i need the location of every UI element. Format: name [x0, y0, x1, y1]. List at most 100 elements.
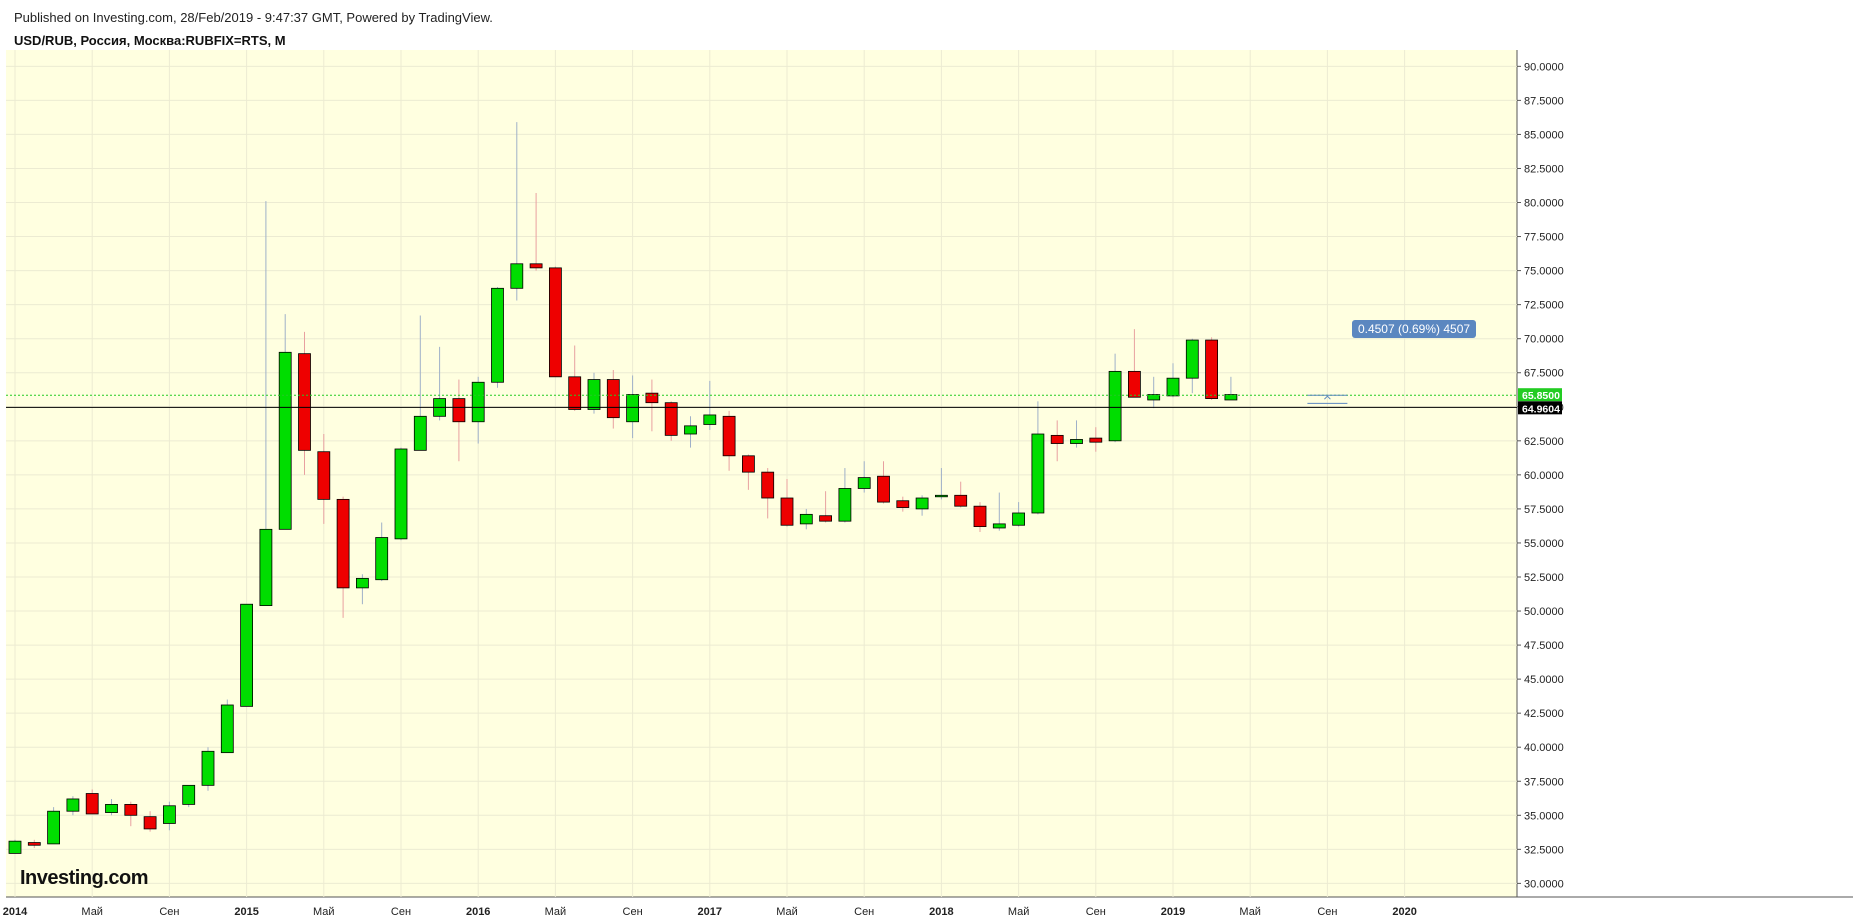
candle-body [66, 798, 80, 812]
x-tick-label: 2014 [3, 906, 28, 918]
candle-body [703, 414, 717, 425]
candle-body [568, 376, 582, 410]
candle [838, 468, 852, 523]
candle-body [954, 494, 968, 507]
y-tick-label: 62.5000 [1524, 436, 1564, 448]
candle [8, 839, 22, 854]
candle [1205, 337, 1218, 400]
candle-body [182, 784, 196, 805]
candle-body [317, 451, 331, 500]
published-note: Published on Investing.com, 28/Feb/2019 … [14, 10, 493, 25]
candle-body [240, 603, 254, 707]
candle [780, 478, 794, 527]
candle [1147, 376, 1161, 409]
candle [220, 699, 234, 754]
candle [1108, 353, 1122, 443]
y-tick-label: 37.5000 [1524, 776, 1564, 788]
candle-body [761, 471, 775, 499]
candle [452, 379, 466, 462]
candle [413, 315, 427, 451]
candle [336, 496, 350, 618]
candle-body [452, 398, 466, 423]
candle-body [722, 415, 736, 457]
candle [549, 266, 562, 378]
candle-body [992, 523, 1006, 529]
watermark-text: Investing.com [20, 867, 148, 889]
candle [394, 447, 408, 541]
x-tick-label: Сен [1086, 906, 1106, 918]
y-tick-label: 77.5000 [1524, 232, 1564, 244]
candle [317, 434, 331, 524]
x-tick-label: Сен [623, 906, 643, 918]
y-tick-label: 80.0000 [1524, 198, 1564, 210]
candle-body [587, 379, 601, 410]
candle-body [549, 267, 562, 378]
candle-body [105, 804, 118, 813]
candle-body [336, 498, 350, 589]
candle [375, 522, 389, 582]
candle [1166, 363, 1180, 398]
current-price-label: 65.8500 [1522, 390, 1560, 402]
x-tick-label: Май [776, 906, 798, 918]
bottom-axis-area [0, 898, 1853, 924]
candle [645, 379, 659, 432]
candle-body [491, 287, 504, 383]
y-tick-label: 32.5000 [1524, 844, 1564, 856]
candle [259, 201, 273, 606]
candle-body [1108, 370, 1122, 442]
candle-body [375, 537, 389, 581]
candle [66, 796, 80, 816]
candle-body [1031, 433, 1045, 514]
x-tick-label: Май [1239, 906, 1261, 918]
candle-body [780, 497, 794, 526]
candle-body [27, 842, 41, 846]
candle-body [1166, 377, 1180, 397]
candle [491, 286, 504, 388]
candle-body [162, 805, 176, 824]
candle [684, 416, 697, 448]
candle [896, 496, 910, 512]
candle-body [799, 513, 813, 525]
candle [298, 331, 311, 475]
candle [606, 370, 620, 429]
candle-body [510, 263, 524, 289]
y-tick-label: 52.5000 [1524, 572, 1564, 584]
x-tick-label: 2015 [234, 906, 258, 918]
measure-arrow-icon [1324, 395, 1331, 400]
y-tick-label: 85.0000 [1524, 129, 1564, 141]
candle-body [298, 353, 311, 451]
ref-price-tag [1518, 401, 1562, 415]
candle [761, 468, 775, 519]
candle [529, 192, 543, 271]
x-tick-label: 2019 [1161, 906, 1185, 918]
candle-body [413, 415, 427, 451]
candle-body [220, 704, 234, 754]
candle-body [857, 477, 871, 489]
candle [240, 603, 254, 707]
candle [819, 491, 832, 523]
y-tick-label: 82.5000 [1524, 163, 1564, 175]
candle-body [684, 425, 697, 435]
measure-annotation-text: 0.4507 (0.69%) 4507 [1358, 322, 1470, 336]
y-tick-label: 57.5000 [1524, 504, 1564, 516]
y-tick-label: 40.0000 [1524, 742, 1564, 754]
candle [799, 508, 813, 530]
candle-body [471, 381, 485, 423]
candle [703, 380, 717, 430]
candle-body [838, 488, 852, 522]
candle [355, 574, 369, 605]
y-tick-label: 75.0000 [1524, 266, 1564, 278]
y-tick-label: 45.0000 [1524, 674, 1564, 686]
candle [201, 747, 215, 791]
candle [105, 798, 118, 816]
candle-body [201, 750, 215, 786]
candle-body [935, 494, 948, 498]
x-tick-label: Сен [854, 906, 874, 918]
candle-body [1050, 434, 1064, 444]
y-tick-label: 30.0000 [1524, 878, 1564, 890]
candle [124, 801, 138, 827]
candle [1089, 427, 1103, 452]
candle-body [278, 351, 292, 530]
candle [857, 461, 871, 493]
